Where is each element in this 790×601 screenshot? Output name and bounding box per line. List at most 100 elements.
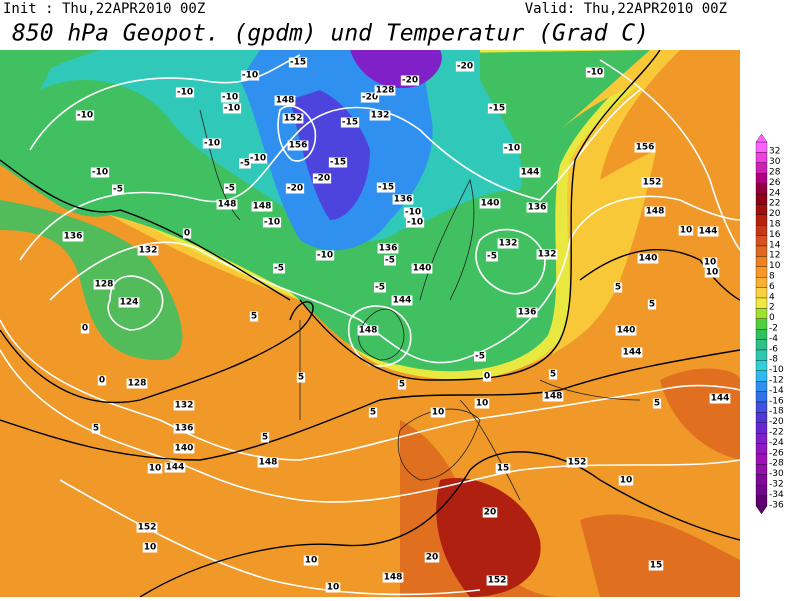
colorbar-label: 22 xyxy=(769,199,780,209)
contour-label-bg xyxy=(392,194,414,205)
contour-label-bg xyxy=(618,475,634,486)
contour-label: -5 xyxy=(113,185,123,195)
contour-label-bg xyxy=(62,231,84,242)
contour-label-bg xyxy=(216,199,238,210)
colorbar-label: 14 xyxy=(769,240,781,250)
contour-label-bg xyxy=(487,103,507,114)
contour-label-bg xyxy=(90,167,110,178)
contour-label-bg xyxy=(126,378,148,389)
contour-label: 5 xyxy=(251,312,257,322)
contour-label-bg xyxy=(486,575,508,586)
contour-label: -10 xyxy=(92,168,108,178)
colorbar-swatch xyxy=(755,225,768,236)
contour-label-bg xyxy=(262,217,282,228)
contour-label-bg xyxy=(325,582,341,593)
contour-label: 5 xyxy=(370,408,376,418)
contour-label: -10 xyxy=(77,111,93,121)
contour-label: 10 xyxy=(149,464,162,474)
contour-label-bg xyxy=(548,369,558,380)
contour-label: 10 xyxy=(305,556,318,566)
contour-label: 144 xyxy=(699,227,718,237)
contour-label: 148 xyxy=(218,200,237,210)
contour-label-bg xyxy=(709,393,731,404)
contour-label: -15 xyxy=(290,58,306,68)
contour-label: 10 xyxy=(476,399,489,409)
contour-label: -10 xyxy=(204,139,220,149)
colorbar-label: -24 xyxy=(769,438,784,448)
colorbar-label: -34 xyxy=(769,490,784,500)
colorbar-label: 6 xyxy=(769,282,775,292)
contour-label-bg xyxy=(702,257,718,268)
colorbar-swatch xyxy=(755,193,768,205)
contour-label: 156 xyxy=(636,143,655,153)
contour-label-bg xyxy=(397,379,407,390)
contour-label-bg xyxy=(312,173,332,184)
contour-label: -5 xyxy=(375,283,385,293)
contour-label-bg xyxy=(613,282,623,293)
colorbar-label: 12 xyxy=(769,251,780,261)
contour-label: 5 xyxy=(550,370,556,380)
colorbar-bottom-arrow xyxy=(755,505,768,515)
contour-label-bg xyxy=(80,323,90,334)
colorbar-swatch xyxy=(755,495,768,507)
contour-label-bg xyxy=(377,243,399,254)
contour-label-bg xyxy=(257,457,279,468)
contour-label-bg xyxy=(137,245,159,256)
colorbar-swatch xyxy=(755,453,768,465)
contour-label-bg xyxy=(222,103,242,114)
contour-label-bg xyxy=(248,153,268,164)
colorbar-swatch xyxy=(755,214,768,226)
contour-label: 136 xyxy=(175,424,194,434)
contour-label-bg xyxy=(173,443,195,454)
contour-label: 128 xyxy=(128,379,147,389)
contour-label-bg xyxy=(285,183,305,194)
contour-label: -5 xyxy=(487,252,497,262)
contour-label-bg xyxy=(239,158,251,169)
colorbar-swatch xyxy=(755,349,768,361)
contour-label-bg xyxy=(479,198,501,209)
colorbar-swatch xyxy=(755,485,768,496)
colorbar-swatch xyxy=(755,277,768,288)
contour-label: -20 xyxy=(402,76,418,86)
contour-label-bg xyxy=(497,238,519,249)
colorbar: 32302826242220181614121086420-2-4-6-8-10… xyxy=(755,133,784,515)
contour-label-bg xyxy=(220,92,240,103)
contour-label: 5 xyxy=(93,424,99,434)
contour-label: 20 xyxy=(426,553,439,563)
colorbar-swatch xyxy=(755,391,768,403)
contour-label: 148 xyxy=(359,326,378,336)
colorbar-label: 26 xyxy=(769,178,781,188)
contour-label: 128 xyxy=(95,280,114,290)
contour-label-bg xyxy=(369,110,391,121)
contour-label-bg xyxy=(382,572,404,583)
contour-label: 148 xyxy=(259,458,278,468)
colorbar-swatch xyxy=(755,464,768,475)
contour-label: -5 xyxy=(240,159,250,169)
contour-label-bg xyxy=(75,110,95,121)
colorbar-label: 16 xyxy=(769,230,781,240)
contour-label: -10 xyxy=(224,104,240,114)
colorbar-swatch xyxy=(755,381,768,392)
colorbar-label: -14 xyxy=(769,386,784,396)
contour-label-bg xyxy=(424,552,440,563)
contour-label: 0 xyxy=(82,324,88,334)
colorbar-label: -20 xyxy=(769,417,784,427)
contour-label-bg xyxy=(585,67,605,78)
contour-label: 136 xyxy=(394,195,413,205)
colorbar-swatch xyxy=(755,412,768,423)
contour-label: 10 xyxy=(144,543,157,553)
contour-label: -15 xyxy=(330,158,346,168)
map-area xyxy=(0,50,740,597)
temperature-contours xyxy=(0,50,740,597)
colorbar-swatch xyxy=(755,235,768,247)
contour-label: -5 xyxy=(225,184,235,194)
colorbar-swatch xyxy=(755,339,768,351)
colorbar-label: -16 xyxy=(769,396,784,406)
colorbar-swatch xyxy=(755,245,768,257)
contour-label: 140 xyxy=(175,444,194,454)
contour-label-bg xyxy=(644,206,666,217)
contour-label: -15 xyxy=(342,118,358,128)
colorbar-label: -4 xyxy=(769,334,778,344)
contour-label-bg xyxy=(641,177,663,188)
